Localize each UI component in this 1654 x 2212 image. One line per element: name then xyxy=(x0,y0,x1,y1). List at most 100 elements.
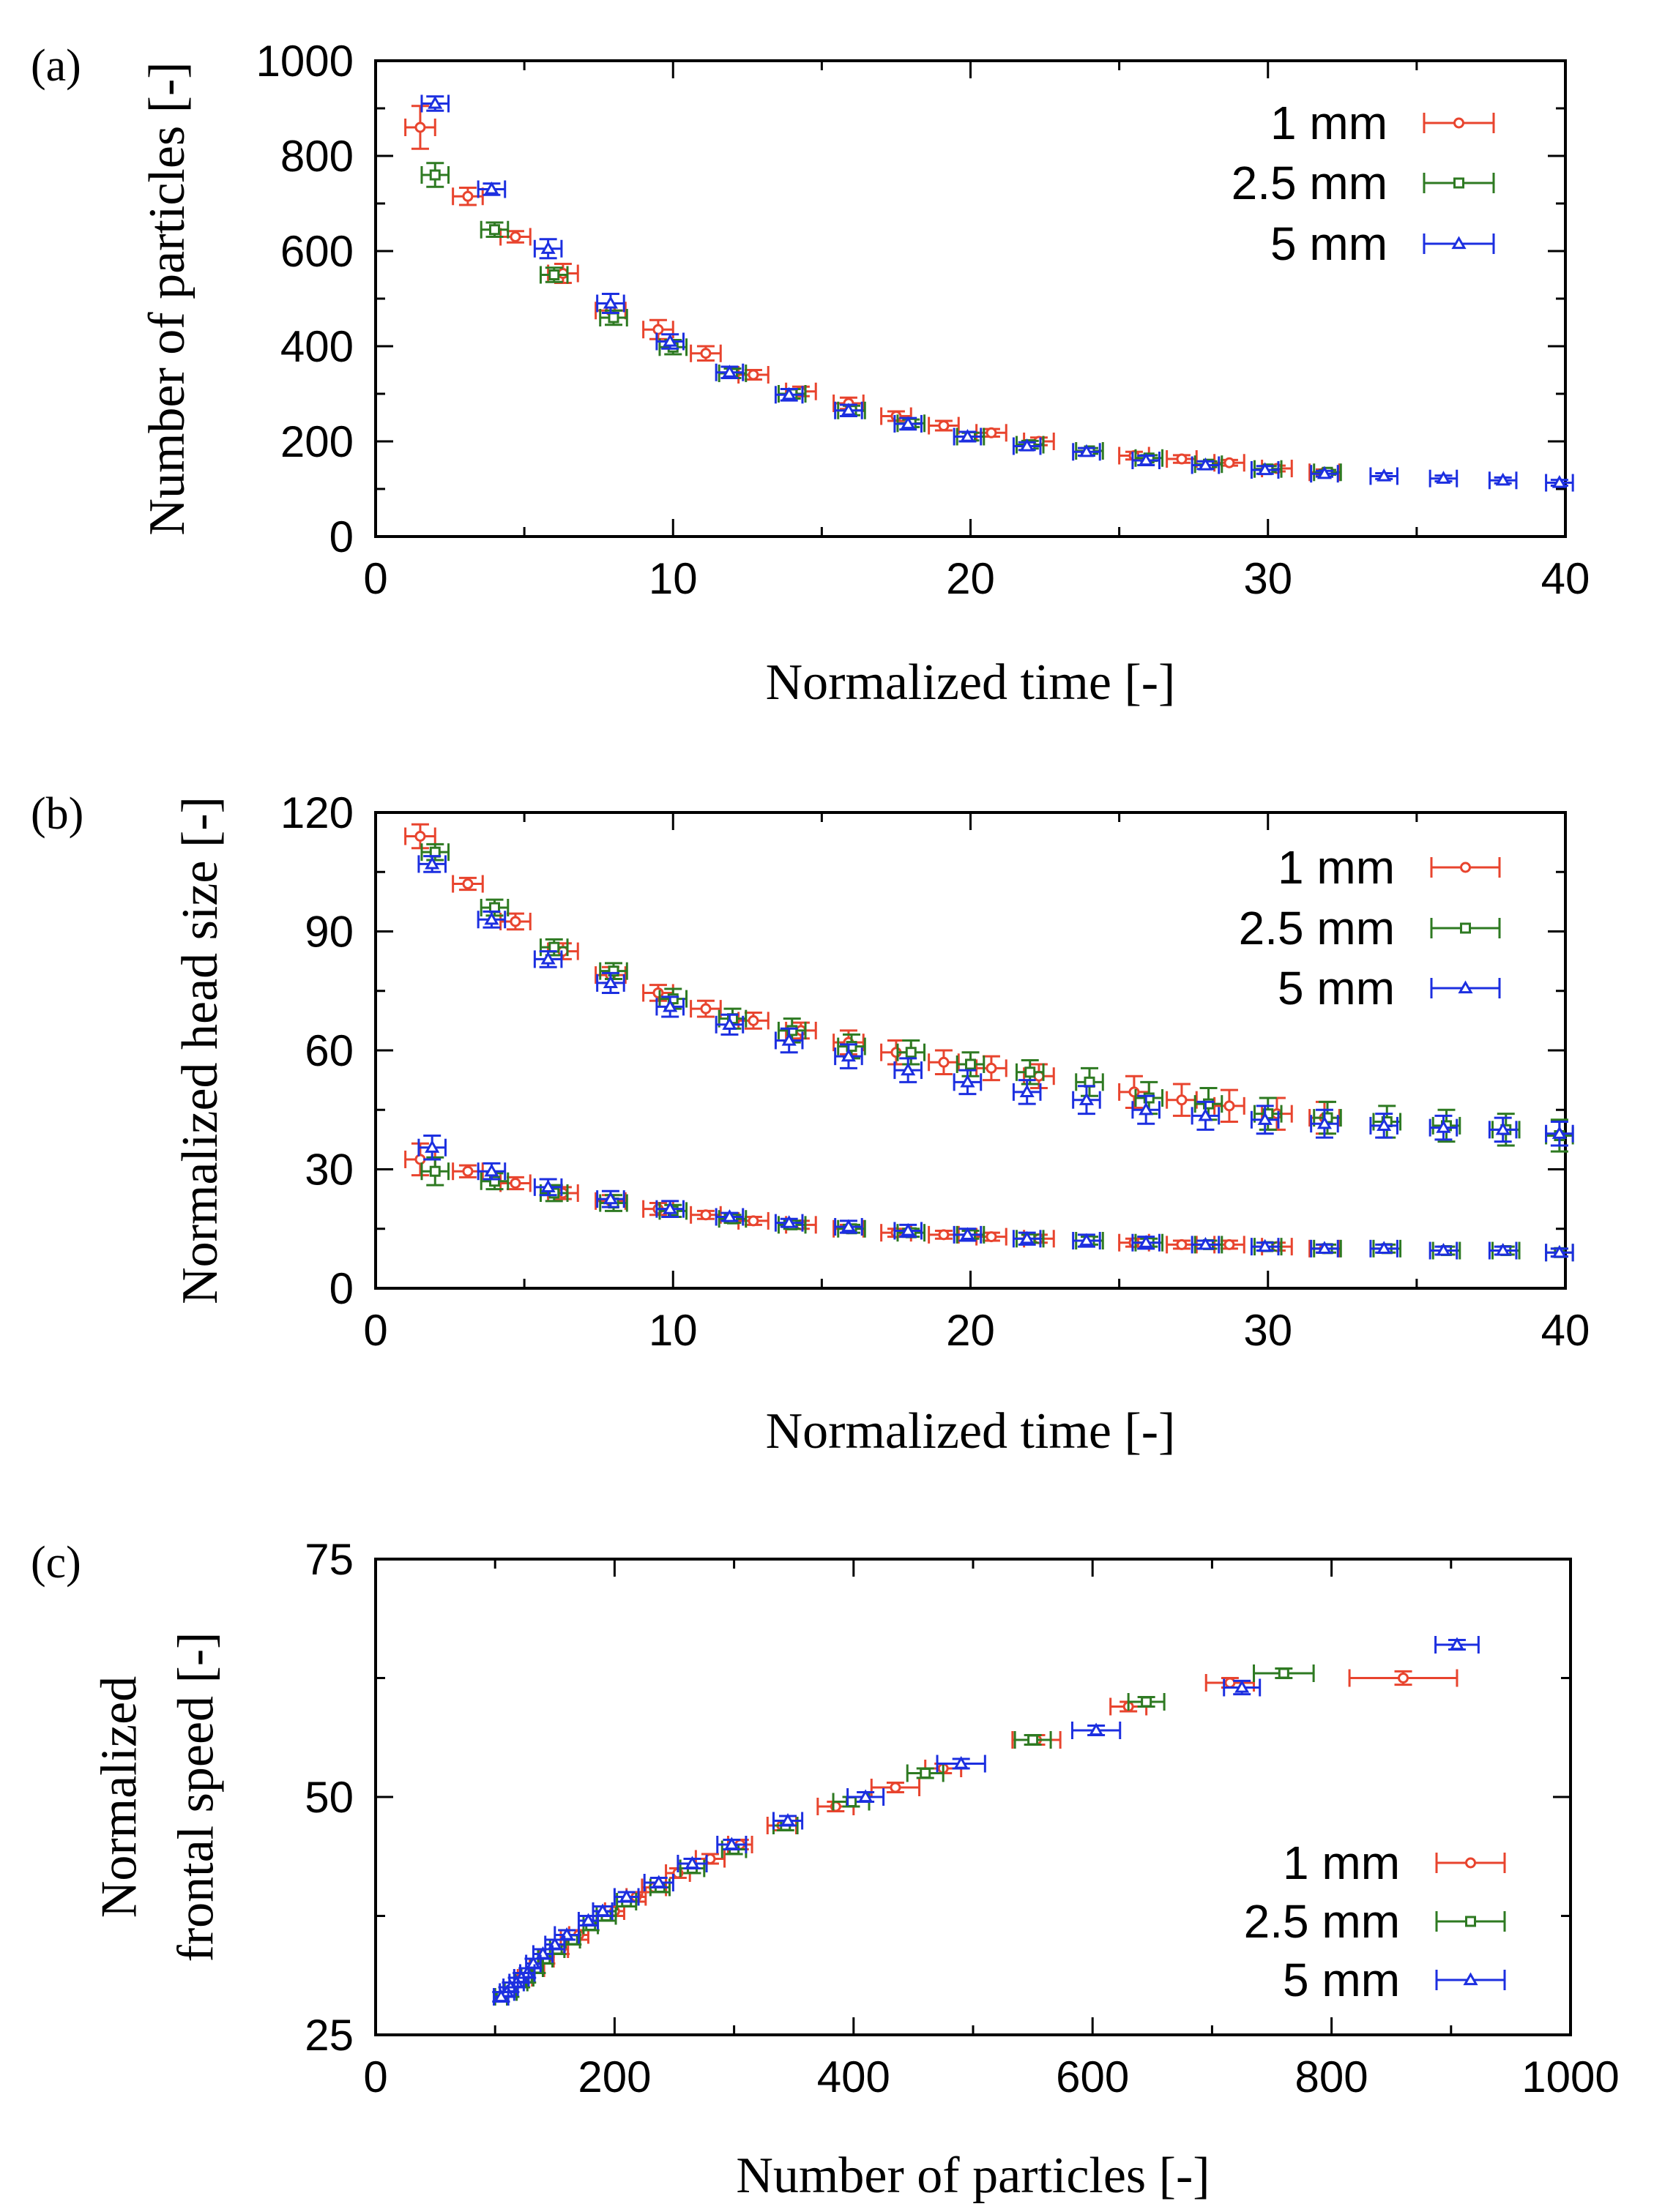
data-point xyxy=(685,1856,700,1869)
data-point xyxy=(920,1768,931,1779)
data-point xyxy=(663,333,678,347)
data-point xyxy=(1223,1100,1235,1112)
data-point xyxy=(986,427,997,438)
data-point xyxy=(510,916,521,927)
data-point xyxy=(1139,452,1154,466)
data-point xyxy=(429,1165,441,1177)
data-point xyxy=(1079,1233,1095,1247)
data-point xyxy=(1316,1116,1333,1129)
data-point xyxy=(1257,1238,1273,1252)
legend-marker xyxy=(1465,1916,1476,1927)
panel-label: (a) xyxy=(31,41,81,91)
panel-a: (a)0 10 20 30 4002004006008001000Normalized … xyxy=(31,37,1590,711)
data-point xyxy=(960,1227,975,1240)
data-point xyxy=(651,1875,666,1888)
data-point xyxy=(1223,457,1235,468)
legend-label: 1 mm xyxy=(1283,1837,1400,1889)
x-tick-label: 1000 xyxy=(1521,2052,1619,2101)
data-point xyxy=(1551,1244,1567,1258)
data-point xyxy=(462,190,474,202)
y-axis-title: Normalized head size [-] xyxy=(172,796,228,1304)
series-5-mm xyxy=(417,855,1574,1262)
data-point xyxy=(722,1017,737,1030)
data-point xyxy=(652,987,664,998)
y-axis-title: frontal speed [-] xyxy=(168,1632,225,1962)
legend-label: 2.5 mm xyxy=(1239,902,1395,954)
y-tick-label: 1000 xyxy=(256,37,354,86)
data-point xyxy=(700,1003,712,1015)
y-tick-label: 120 xyxy=(280,788,354,837)
legend-marker xyxy=(1465,1857,1476,1869)
legend: 1 mm 2.5 mm 5 mm xyxy=(1239,841,1501,1015)
legend-marker xyxy=(1453,117,1464,129)
data-point xyxy=(581,1913,596,1927)
data-point xyxy=(724,1837,740,1850)
data-point xyxy=(548,269,560,280)
data-point xyxy=(1128,1086,1140,1098)
series-1-mm xyxy=(404,105,1341,482)
data-point xyxy=(1495,472,1510,486)
data-point xyxy=(841,1048,857,1062)
data-point xyxy=(663,1201,678,1214)
data-point xyxy=(1224,1677,1236,1689)
data-point xyxy=(1141,1696,1152,1708)
data-point xyxy=(493,1989,509,2003)
data-point xyxy=(1079,444,1095,457)
x-tick-label: 0 xyxy=(363,2052,387,2101)
data-point xyxy=(652,324,664,335)
data-point xyxy=(603,1191,619,1205)
panel-label: (c) xyxy=(31,1538,81,1588)
legend-label: 1 mm xyxy=(1278,841,1395,894)
legend: 1 mm 2.5 mm 5 mm xyxy=(1232,97,1495,270)
x-tick-label: 30 xyxy=(1243,554,1292,603)
legend-marker xyxy=(1451,236,1467,250)
panel-c: (c) 0 200 400 600 800 1000 25 50 75 Number of part… xyxy=(31,1535,1620,2204)
data-point xyxy=(1257,462,1273,476)
data-point xyxy=(700,348,712,359)
data-point xyxy=(1198,1236,1213,1250)
data-point xyxy=(484,1163,499,1177)
series-2-5-mm xyxy=(420,162,1342,482)
data-point xyxy=(938,1229,950,1241)
data-point xyxy=(890,1782,901,1793)
legend-marker xyxy=(1458,980,1473,994)
data-point xyxy=(1377,468,1392,482)
y-tick-label: 0 xyxy=(329,512,354,561)
data-point xyxy=(484,911,499,925)
series-2-5-mm xyxy=(492,1664,1315,2006)
data-point xyxy=(425,1140,440,1153)
data-point xyxy=(1139,1235,1154,1248)
data-point xyxy=(1436,1120,1451,1133)
series-5-mm xyxy=(420,94,1574,492)
data-point xyxy=(1377,1241,1392,1254)
panel-label: (b) xyxy=(31,789,83,839)
data-point xyxy=(1551,1126,1567,1139)
data-point xyxy=(489,224,500,236)
data-point xyxy=(1278,1667,1289,1679)
data-point xyxy=(890,411,902,422)
data-point xyxy=(986,1231,997,1243)
x-axis-title: Number of particles [-] xyxy=(736,2148,1210,2204)
x-tick-label: 20 xyxy=(946,1306,995,1355)
legend-label: 2.5 mm xyxy=(1232,157,1387,209)
x-tick-label: 40 xyxy=(1541,1306,1590,1355)
data-point xyxy=(1495,1121,1510,1135)
data-point xyxy=(1198,1107,1213,1121)
data-point xyxy=(1024,1066,1036,1078)
y-tick-label: 800 xyxy=(280,132,354,181)
y-tick-label: 25 xyxy=(305,2011,354,2060)
data-point xyxy=(540,241,556,254)
data-point xyxy=(608,312,619,324)
data-point xyxy=(841,1219,857,1233)
data-point xyxy=(1139,1102,1154,1116)
data-point xyxy=(484,181,499,195)
data-point xyxy=(1019,1084,1035,1097)
data-point xyxy=(462,1165,474,1177)
data-point xyxy=(1176,1094,1188,1106)
data-point xyxy=(603,975,619,989)
data-point xyxy=(748,369,759,381)
data-point xyxy=(1027,1734,1039,1746)
data-point xyxy=(1019,438,1035,452)
legend-label: 1 mm xyxy=(1270,97,1387,149)
data-point xyxy=(540,1179,556,1192)
